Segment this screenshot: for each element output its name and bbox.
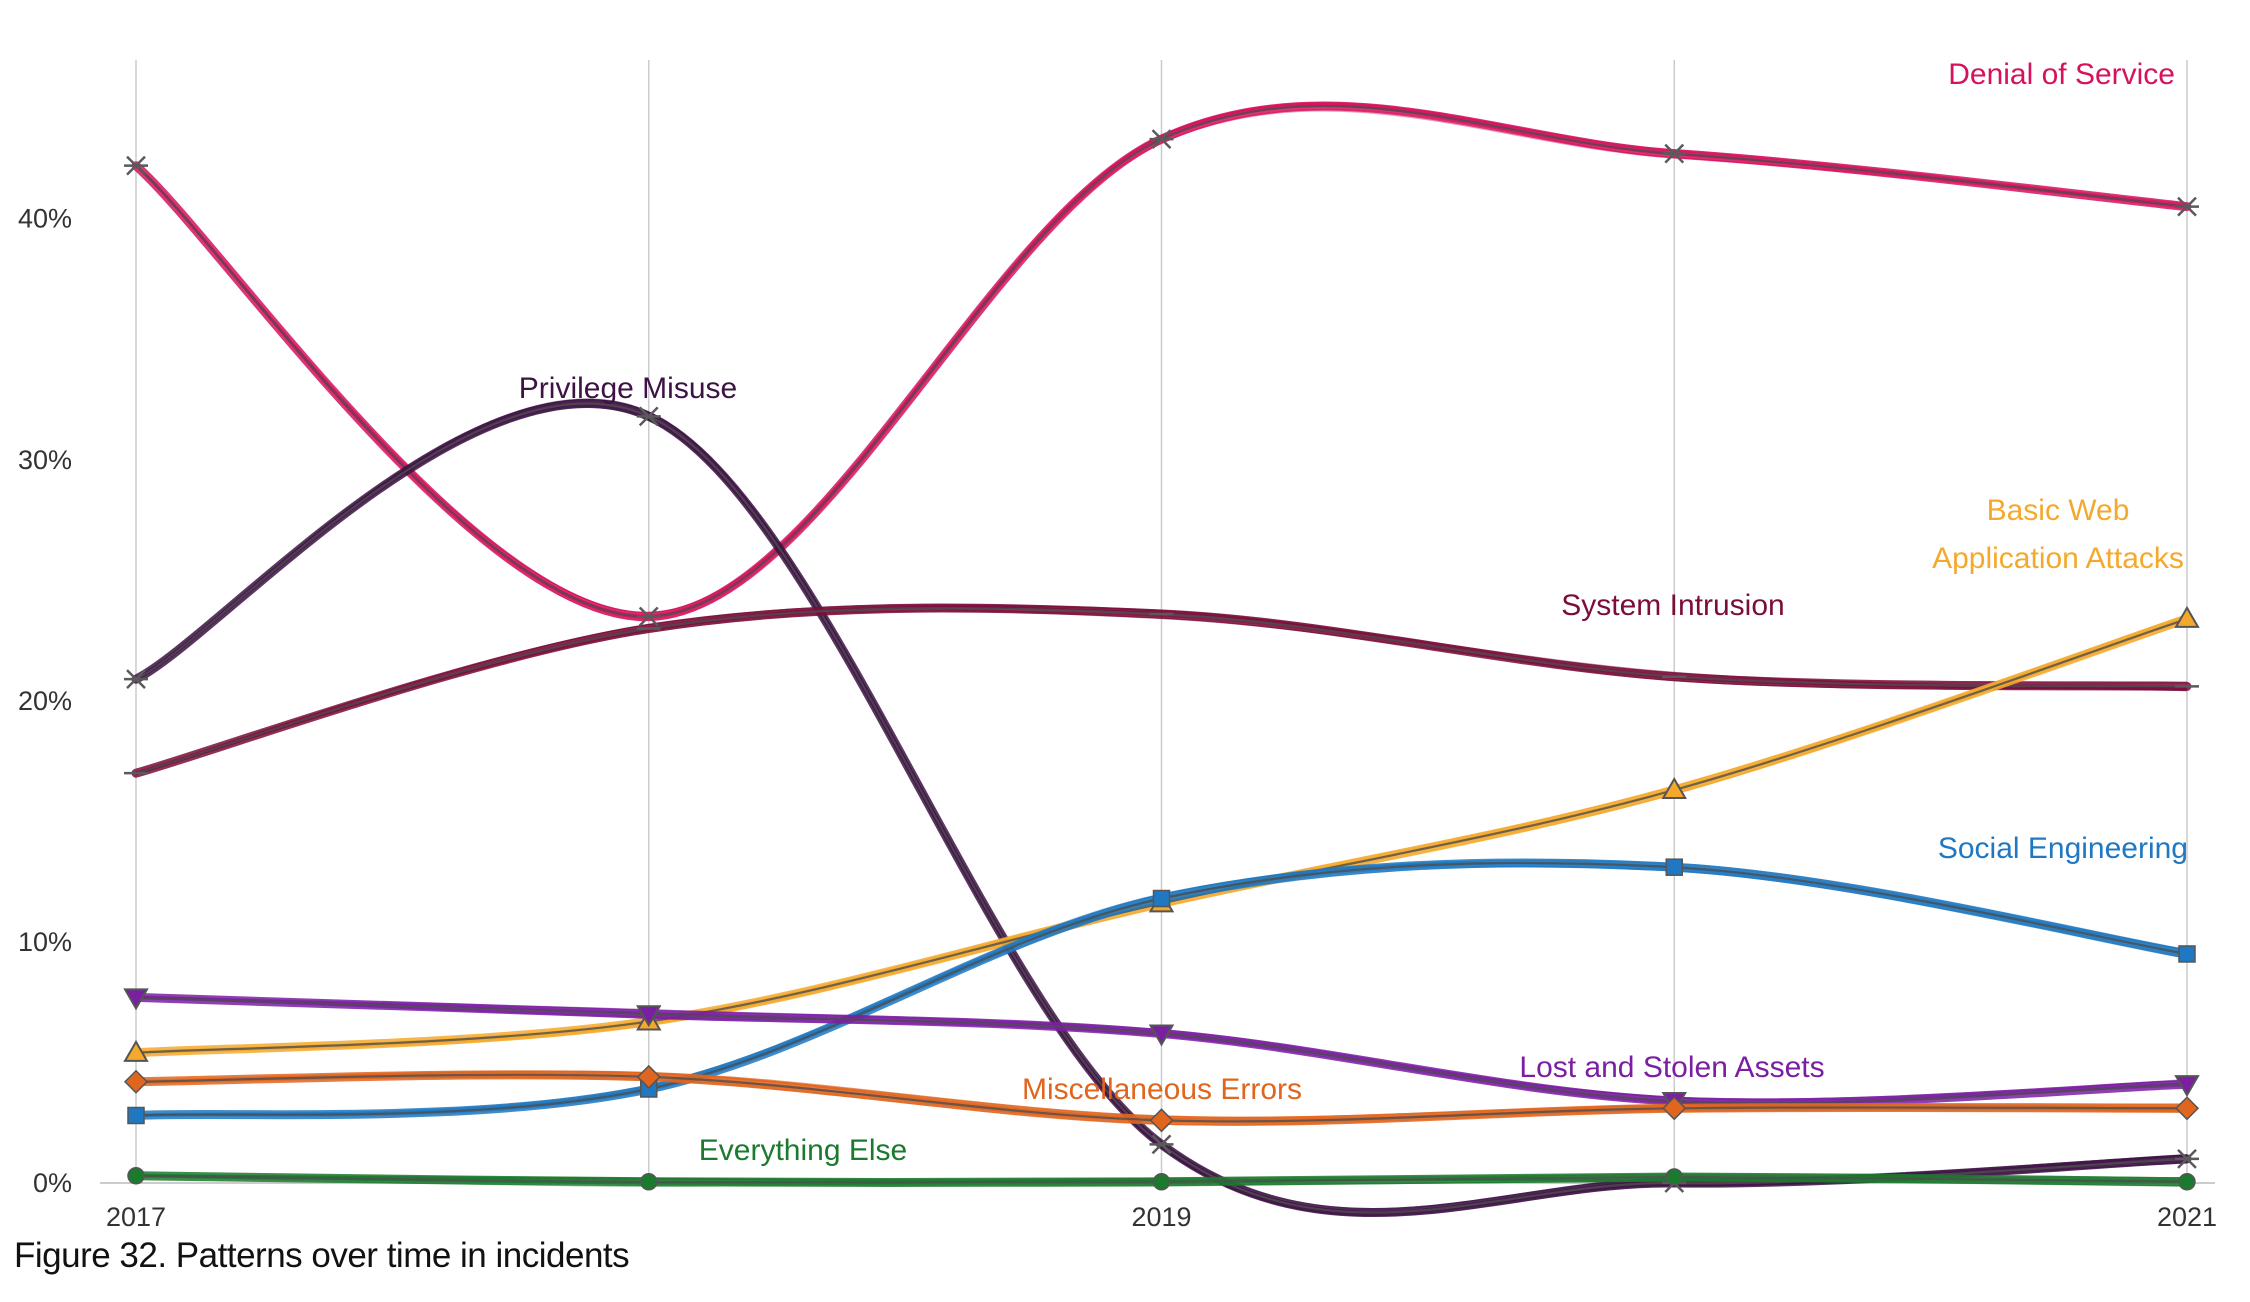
data-point-marker xyxy=(1149,129,1174,150)
data-point-marker xyxy=(1661,777,1687,800)
series-label: Privilege Misuse xyxy=(519,372,737,405)
data-point-marker xyxy=(1152,1173,1171,1191)
y-tick-label: 0% xyxy=(33,1168,72,1198)
data-point-marker xyxy=(1152,889,1171,908)
figure-caption: Figure 32. Patterns over time in inciden… xyxy=(14,1236,630,1275)
data-point-marker xyxy=(123,1039,149,1062)
x-tick-label: 2017 xyxy=(106,1202,166,1232)
data-point-marker xyxy=(127,1167,145,1185)
data-point-marker xyxy=(2174,605,2200,628)
data-point-marker xyxy=(2178,1173,2196,1191)
data-point-marker xyxy=(1149,1108,1174,1133)
grid-lines xyxy=(100,60,2215,1184)
data-point-marker xyxy=(1665,1168,1683,1186)
series-label: Basic Web Application Attacks xyxy=(1932,494,2184,575)
data-point-marker xyxy=(127,1106,145,1125)
data-point-marker xyxy=(124,155,148,176)
x-axis-ticks: 2017 2019 2021 xyxy=(106,1202,2217,1232)
data-point-marker xyxy=(1149,1134,1174,1155)
y-tick-label: 40% xyxy=(18,204,72,234)
data-point-marker xyxy=(636,1005,662,1028)
data-point-marker xyxy=(636,406,661,427)
data-point-marker xyxy=(1662,1096,1687,1121)
series-markers xyxy=(123,129,2200,1193)
data-point-marker xyxy=(123,1069,149,1094)
y-tick-label: 10% xyxy=(18,927,72,957)
y-tick-label: 20% xyxy=(18,686,72,716)
data-point-marker xyxy=(636,1064,661,1089)
data-point-marker xyxy=(2175,196,2199,217)
series-label: System Intrusion xyxy=(1561,589,1784,622)
data-point-marker xyxy=(1665,858,1683,876)
series-labels: Denial of Service Privilege Misuse System … xyxy=(519,58,2188,1167)
data-point-marker xyxy=(1662,143,1687,164)
data-point-marker xyxy=(2174,1096,2200,1121)
series-line xyxy=(135,105,2188,618)
incident-patterns-chart: 0% 10% 20% 30% 40% 2017 2019 2021 Denial of Se… xyxy=(18,58,2217,1232)
series-label: Denial of Service xyxy=(1948,58,2175,91)
data-point-marker xyxy=(636,606,661,627)
series-label: Miscellaneous Errors xyxy=(1022,1073,1302,1106)
series-label: Lost and Stolen Assets xyxy=(1519,1051,1824,1084)
series-label: Social Engineering xyxy=(1938,832,2188,865)
data-point-marker xyxy=(640,1173,658,1191)
series-label: Everything Else xyxy=(699,1134,907,1167)
series-denial-of-service xyxy=(131,101,2192,622)
x-tick-label: 2021 xyxy=(2157,1202,2217,1232)
data-point-marker xyxy=(2174,1075,2200,1098)
data-point-marker xyxy=(2175,1149,2199,1169)
data-point-marker xyxy=(2178,945,2196,963)
data-point-marker xyxy=(123,988,149,1011)
y-tick-label: 30% xyxy=(18,445,72,475)
y-axis-ticks: 0% 10% 20% 30% 40% xyxy=(18,204,72,1198)
data-point-marker xyxy=(1148,1024,1175,1047)
x-tick-label: 2019 xyxy=(1131,1202,1191,1232)
data-point-marker xyxy=(124,669,148,690)
